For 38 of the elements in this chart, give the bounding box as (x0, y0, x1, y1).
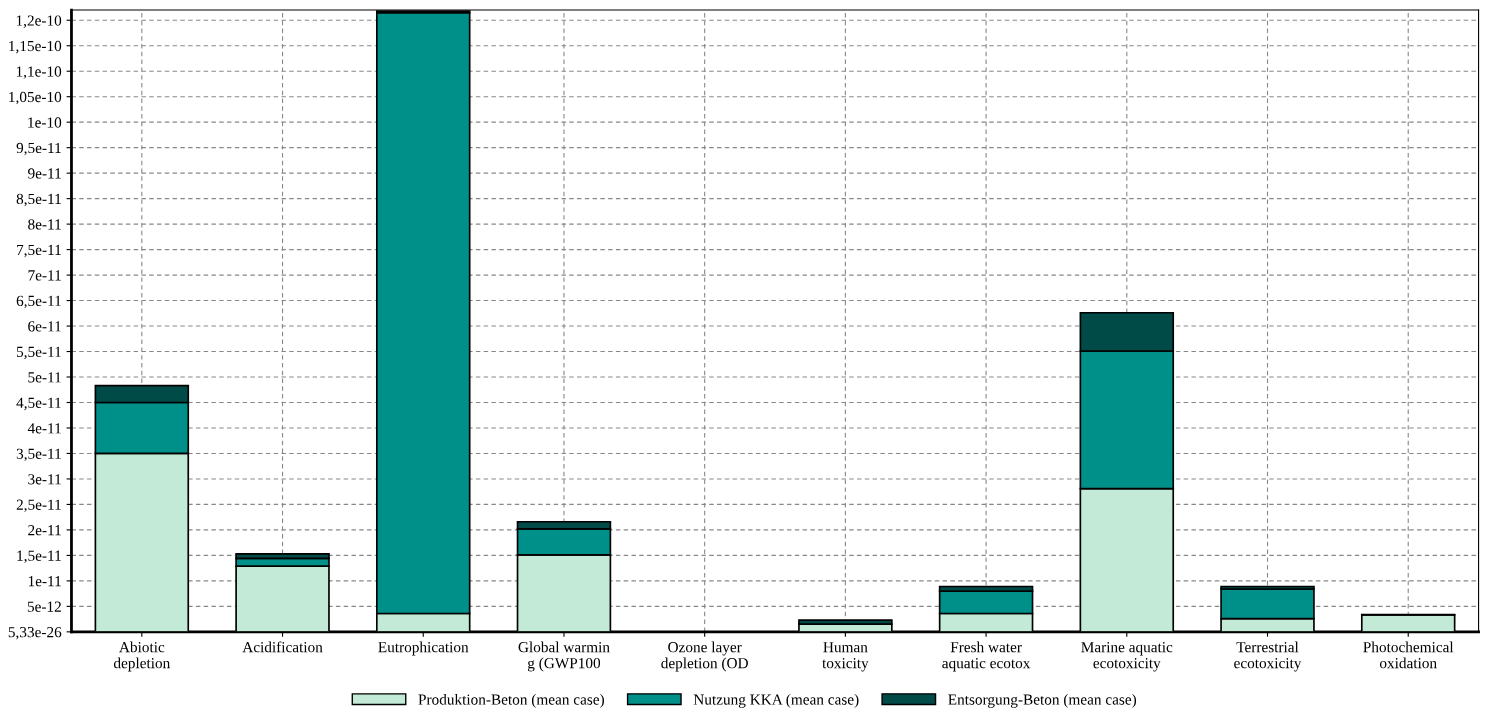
x-tick-label: Marine aquatic ecotoxicity (1081, 642, 1173, 672)
x-tick-label: Abiotic depletion (113, 641, 171, 672)
legend-label: Produktion-Beton (mean case) (418, 693, 604, 708)
y-tick-label: 5e-11 (28, 372, 61, 383)
y-tick-label: 7e-11 (28, 270, 61, 281)
y-tick-label: 1e-11 (28, 576, 61, 587)
y-tick-label: 1e-10 (28, 117, 62, 128)
y-tick-label: 5,33e-26 (8, 627, 62, 640)
legend-label: Nutzung KKA (mean case) (693, 693, 859, 708)
y-tick-label: 1,05e-10 (9, 91, 62, 105)
x-tick-label: Terrestrial ecotoxicity (1234, 641, 1302, 672)
y-tick-label: 3e-11 (28, 474, 61, 485)
x-tick-label: Human toxicity (822, 642, 869, 672)
x-tick-label: Eutrophication (378, 641, 469, 656)
y-tick-label: 6,5e-11 (16, 295, 61, 309)
y-tick-label: 4,5e-11 (16, 397, 61, 411)
y-tick-label: 2e-11 (28, 525, 61, 536)
y-tick-label: 3,5e-11 (16, 448, 61, 462)
y-tick-label: 5,5e-11 (16, 346, 61, 360)
y-tick-label: 5e-12 (27, 601, 61, 612)
y-tick-label: 1,15e-10 (9, 40, 62, 54)
x-tick-label: Photochemical oxidation (1363, 641, 1454, 669)
x-tick-label: Fresh water aquatic ecotox (942, 641, 1031, 672)
y-tick-label: 9,5e-11 (16, 142, 61, 156)
y-tick-label: 8,5e-11 (16, 193, 61, 207)
legend-label: Entsorgung-Beton (mean case) (948, 693, 1137, 708)
y-tick-label: 4e-11 (27, 423, 61, 434)
y-tick-label: 7,5e-11 (17, 244, 61, 258)
y-tick-label: 6e-11 (28, 321, 61, 332)
x-tick-label: Ozone layer depletion (OD (661, 641, 748, 672)
y-tick-label: 1,5e-11 (17, 550, 61, 564)
x-tick-label: Global warmin g (GWP100 (518, 641, 610, 672)
x-tick-label: Acidification (242, 641, 323, 653)
y-tick-label: 1,2e-10 (16, 15, 62, 28)
y-tick-label: 8e-11 (28, 219, 61, 230)
y-tick-label: 1,1e-10 (16, 66, 62, 79)
y-tick-label: 9e-11 (28, 168, 61, 179)
y-tick-label: 2,5e-11 (16, 499, 61, 513)
